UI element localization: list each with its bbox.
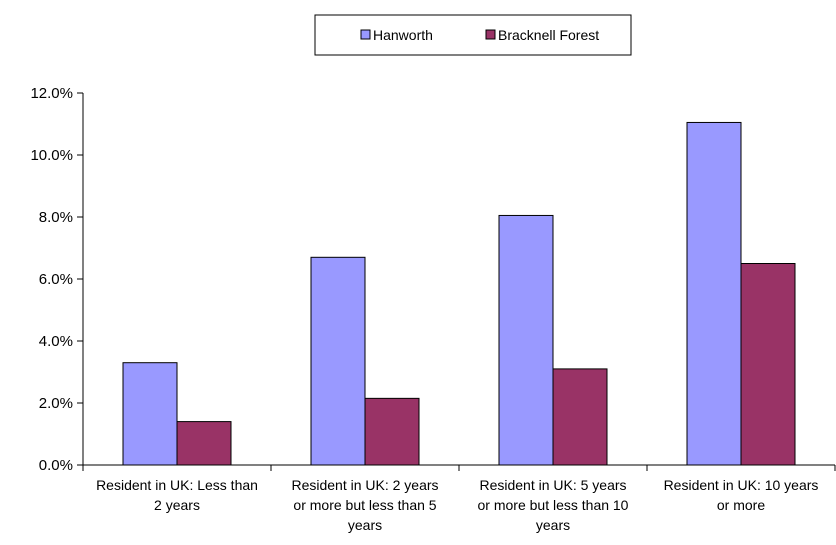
bar-hanworth [122,362,178,466]
bar-bracknell-forest [552,368,608,466]
y-tick-label: 2.0% [39,395,73,412]
x-category-label: Resident in UK: Less than 2 years [96,477,258,513]
x-category-label: Resident in UK: 2 years or more but less … [291,477,438,533]
legend-label: Bracknell Forest [498,27,599,43]
bar-hanworth [686,121,742,466]
x-axis: Resident in UK: Less than 2 years Resident… [82,464,836,533]
bar-hanworth [310,256,366,466]
bar-bracknell-forest [176,421,232,466]
x-category-label: Resident in UK: 5 years or more but less … [478,477,629,533]
y-tick-label: 6.0% [39,271,73,288]
legend-swatch [360,29,371,40]
y-tick-label: 10.0% [30,147,73,164]
y-tick-label: 4.0% [39,333,73,350]
legend: Hanworth Bracknell Forest [314,14,632,56]
bar-bracknell-forest [364,397,420,466]
bars [122,121,796,466]
y-tick-label: 8.0% [39,209,73,226]
y-axis: 0.0% 2.0% 4.0% 6.0% 8.0% 10.0% 12.0% [30,85,84,474]
legend-swatch [485,29,496,40]
x-category-label: Resident in UK: 10 years or more [664,477,819,513]
legend-label: Hanworth [373,27,433,43]
bar-hanworth [498,214,554,466]
bar-bracknell-forest [740,263,796,466]
y-tick-label: 12.0% [30,85,73,102]
y-tick-label: 0.0% [39,457,73,474]
